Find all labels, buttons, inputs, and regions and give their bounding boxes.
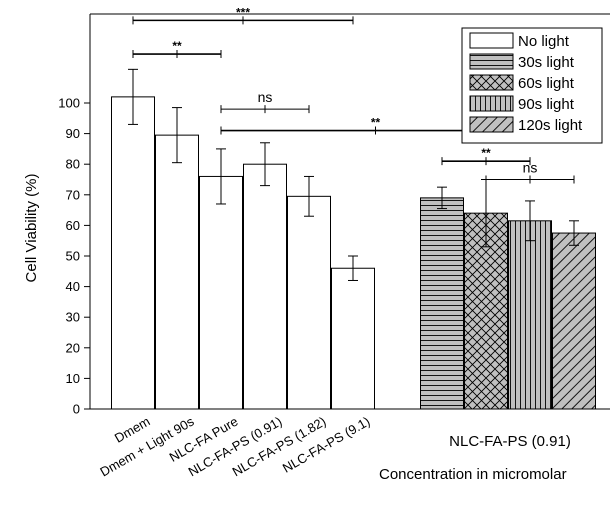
legend-label: 120s light bbox=[518, 117, 583, 134]
bar bbox=[155, 134, 199, 410]
y-tick-label: 90 bbox=[66, 126, 80, 141]
group-sublabel: Concentration in micromolar bbox=[379, 466, 567, 483]
y-tick-label: 50 bbox=[66, 249, 80, 264]
bar bbox=[331, 267, 375, 410]
significance-label: ** bbox=[481, 146, 491, 160]
y-ticks: 0 10 20 30 40 50 60 70 80 90 100 bbox=[58, 96, 90, 417]
significance-label: *** bbox=[236, 5, 250, 19]
y-tick-label: 20 bbox=[66, 340, 80, 355]
y-axis-title: Cell Viability (%) bbox=[23, 174, 40, 283]
significance-label: ns bbox=[523, 160, 538, 176]
bar bbox=[552, 232, 596, 410]
bars bbox=[111, 68, 596, 410]
y-tick-label: 100 bbox=[58, 96, 80, 111]
legend-swatch bbox=[469, 32, 514, 49]
significance-label: ns bbox=[258, 89, 273, 105]
bar bbox=[420, 197, 464, 410]
legend-label: 90s light bbox=[518, 96, 575, 113]
legend-label: 60s light bbox=[518, 75, 575, 92]
y-tick-label: 60 bbox=[66, 218, 80, 233]
bar bbox=[199, 175, 243, 410]
legend-label: 30s light bbox=[518, 54, 575, 71]
significance-label: ** bbox=[371, 116, 381, 130]
y-tick-label: 0 bbox=[73, 402, 80, 417]
y-tick-label: 10 bbox=[66, 371, 80, 386]
legend: No light 30s light 60s light 90s light 120s … bbox=[461, 27, 603, 144]
bar bbox=[243, 163, 287, 410]
legend-swatch bbox=[469, 53, 514, 70]
bar bbox=[111, 96, 155, 410]
significance-label: ** bbox=[172, 39, 182, 53]
y-tick-label: 80 bbox=[66, 157, 80, 172]
legend-swatch bbox=[469, 95, 514, 112]
bar bbox=[508, 220, 552, 410]
legend-swatch bbox=[469, 116, 514, 133]
group-label: NLC-FA-PS (0.91) bbox=[449, 433, 571, 450]
bar bbox=[287, 195, 331, 410]
legend-swatch bbox=[469, 74, 514, 91]
legend-label: No light bbox=[518, 33, 570, 50]
y-tick-label: 30 bbox=[66, 310, 80, 325]
y-tick-label: 40 bbox=[66, 279, 80, 294]
y-tick-label: 70 bbox=[66, 187, 80, 202]
